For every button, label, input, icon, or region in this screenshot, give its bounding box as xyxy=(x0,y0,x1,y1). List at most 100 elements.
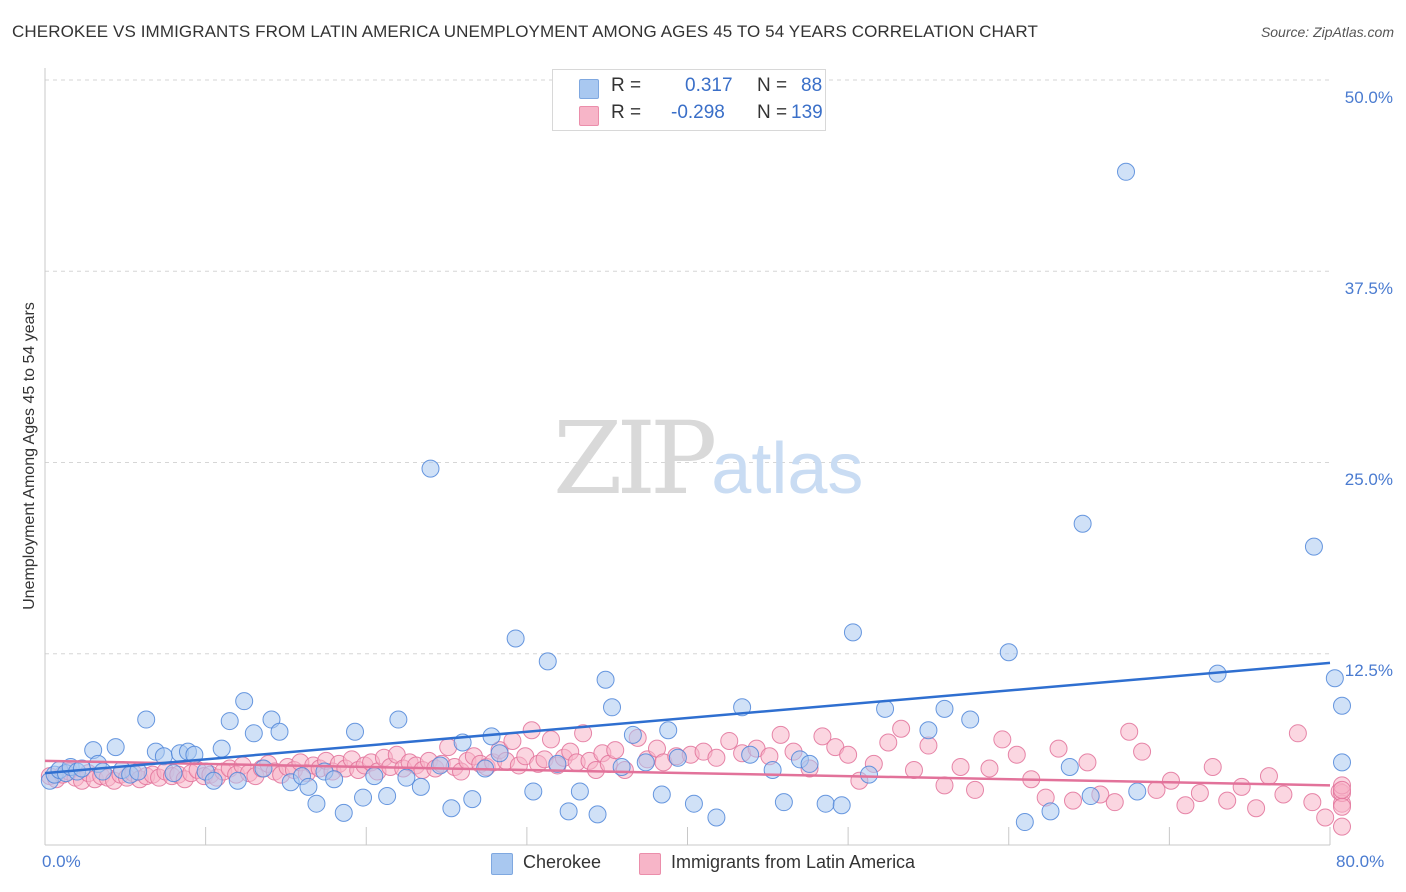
latin-america-point xyxy=(1007,745,1026,764)
latin-america-point xyxy=(935,776,954,795)
cherokee-point xyxy=(325,770,344,789)
y-tick-label: 50.0% xyxy=(1344,88,1393,107)
cherokee-point xyxy=(378,787,397,806)
cherokee-point xyxy=(204,771,223,790)
latin-america-point xyxy=(1203,757,1222,776)
latin-america-point xyxy=(1147,780,1166,799)
r-value: 0.317 xyxy=(685,75,733,96)
cherokee-point xyxy=(442,799,461,818)
n-label: N = xyxy=(757,75,788,96)
cherokee-point xyxy=(684,794,703,813)
latin-america-point xyxy=(574,724,593,743)
cherokee-point xyxy=(490,744,509,763)
cherokee-point xyxy=(1333,696,1351,715)
latin-america-point xyxy=(951,757,970,776)
latin-america-point xyxy=(1303,793,1322,812)
n-label: N = xyxy=(757,102,788,123)
cherokee-point xyxy=(659,721,678,740)
latin-swatch xyxy=(579,106,599,126)
cherokee-point xyxy=(524,782,543,801)
r-value: -0.298 xyxy=(671,102,725,123)
cherokee-point xyxy=(1325,669,1344,688)
chart-title: CHEROKEE VS IMMIGRANTS FROM LATIN AMERIC… xyxy=(12,22,1038,41)
latin-america-point xyxy=(541,730,560,749)
cherokee-point xyxy=(548,754,567,773)
cherokee-point xyxy=(1333,753,1351,772)
latin-america-point xyxy=(1316,808,1335,827)
latin-america-point xyxy=(980,759,999,778)
cherokee-point xyxy=(707,808,726,827)
latin-america-point xyxy=(1078,753,1097,772)
cherokee-point xyxy=(860,765,879,784)
cherokee-point xyxy=(421,459,440,478)
cherokee-point xyxy=(334,803,353,822)
latin-america-point xyxy=(1120,722,1139,741)
cherokee-point xyxy=(919,721,938,740)
stats-box: R = 0.317 N = 88 R = -0.298 N = 139 xyxy=(552,69,826,131)
cherokee-point xyxy=(106,738,125,757)
latin-america-point xyxy=(771,725,790,744)
cherokee-point xyxy=(876,699,895,718)
n-value: 88 xyxy=(801,75,823,96)
r-label: R = xyxy=(611,102,642,123)
cherokee-point xyxy=(935,699,954,718)
cherokee-point xyxy=(559,802,578,821)
watermark-zip: ZIP xyxy=(553,400,717,517)
watermark: ZIPatlas xyxy=(553,400,863,517)
latin-america-point xyxy=(1161,771,1180,790)
y-tick-label: 25.0% xyxy=(1344,470,1393,489)
latin-america-point xyxy=(1333,817,1351,836)
grid-layer xyxy=(45,79,1330,655)
latin-america-point xyxy=(1105,793,1124,812)
cherokee-point xyxy=(774,793,793,812)
cherokee-point xyxy=(212,739,231,758)
latin-america-point xyxy=(839,745,858,764)
cherokee-point xyxy=(270,722,289,741)
legend-swatch xyxy=(639,853,661,875)
latin-america-point xyxy=(1259,767,1278,786)
cherokee-point xyxy=(603,698,622,717)
cherokee-point xyxy=(733,698,752,717)
cherokee-point xyxy=(843,623,862,642)
latin-america-point xyxy=(904,761,923,780)
cherokee-point xyxy=(228,771,247,790)
latin-america-point xyxy=(892,719,911,738)
cherokee-point xyxy=(1128,782,1147,801)
cherokee-point xyxy=(346,722,365,741)
legend-label: Cherokee xyxy=(523,852,602,872)
cherokee-point xyxy=(1081,787,1100,806)
cherokee-point xyxy=(961,710,980,729)
trend-layer xyxy=(44,661,1331,787)
cherokee-point xyxy=(220,712,239,731)
latin-america-point xyxy=(1064,791,1082,810)
cherokee-point xyxy=(397,768,416,787)
n-value: 139 xyxy=(791,102,823,123)
cherokee-point xyxy=(93,762,112,781)
cherokee-point xyxy=(1073,514,1092,533)
latin-america-point xyxy=(606,741,625,760)
y-axis-label: Unemployment Among Ages 45 to 54 years xyxy=(21,302,38,610)
cherokee-point xyxy=(816,794,835,813)
source-label: Source: ZipAtlas.com xyxy=(1260,24,1394,40)
cherokee-point xyxy=(235,692,254,711)
cherokee-point xyxy=(354,788,373,807)
latin-america-point xyxy=(1247,799,1266,818)
cherokee-point xyxy=(999,643,1018,662)
cherokee-point xyxy=(411,777,430,796)
latin-america-point xyxy=(966,780,985,799)
cherokee-point xyxy=(365,767,384,786)
latin-america-point xyxy=(1333,797,1351,816)
y-tick-label: 37.5% xyxy=(1344,279,1393,298)
r-label: R = xyxy=(611,75,642,96)
latin-america-point xyxy=(879,733,898,752)
latin-america-trendline xyxy=(44,759,1331,787)
cherokee-point xyxy=(596,670,615,689)
cherokee-point xyxy=(389,710,408,729)
latin-america-point xyxy=(1190,783,1209,802)
cherokee-point xyxy=(741,745,760,764)
y-tick-label: 12.5% xyxy=(1344,661,1393,680)
cherokee-point xyxy=(164,764,183,783)
latin-america-point xyxy=(1133,742,1152,761)
cherokee-point xyxy=(538,652,557,671)
cherokee-point xyxy=(299,777,318,796)
